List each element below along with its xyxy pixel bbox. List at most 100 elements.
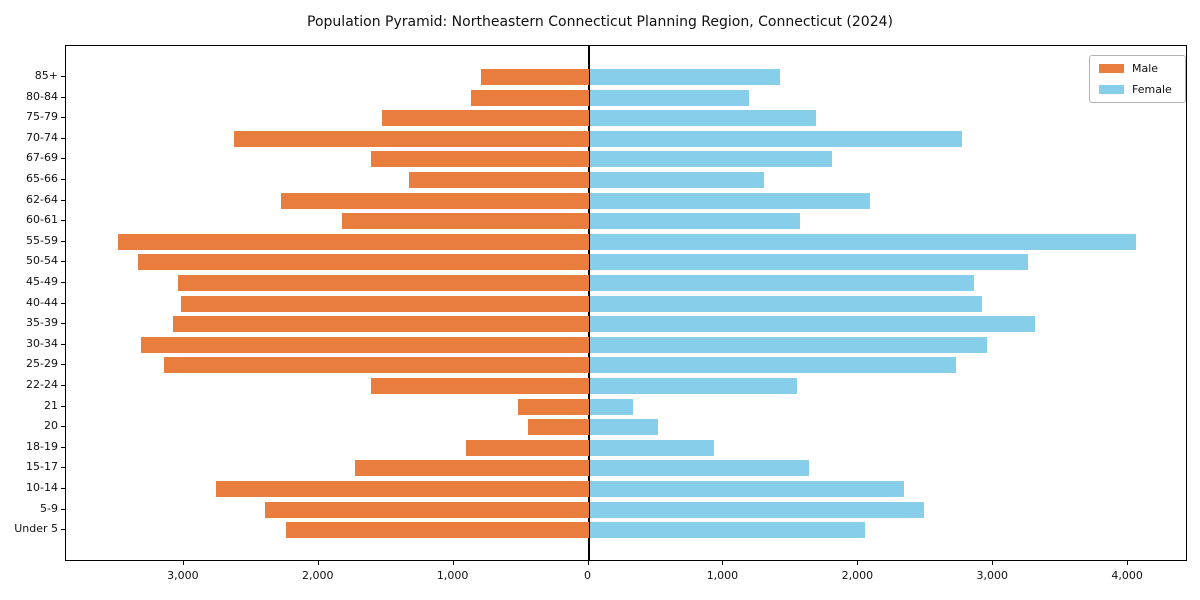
x-tick-mark (857, 561, 859, 565)
x-tick-label: 4,000 (1111, 569, 1143, 582)
y-tick-label: 45-49 (26, 275, 58, 288)
male-color-swatch-icon (1099, 64, 1124, 73)
bar-male (480, 69, 589, 85)
y-tick-label: 5-9 (40, 501, 58, 515)
bar-female (589, 233, 1136, 250)
x-tick-mark (182, 561, 184, 565)
y-tick-mark (61, 240, 65, 242)
bar-male (286, 522, 589, 539)
y-tick-mark (61, 137, 65, 139)
bar-male (371, 378, 589, 394)
x-tick-mark (587, 561, 589, 565)
bar-female (589, 192, 871, 209)
y-tick-mark (61, 96, 65, 98)
y-tick-mark (61, 508, 65, 510)
x-tick-label: 0 (584, 569, 592, 582)
y-tick-mark (61, 117, 65, 119)
bar-male (382, 110, 589, 127)
y-tick-label: 30-34 (26, 336, 58, 350)
legend-label-male: Male (1132, 62, 1159, 75)
y-tick-label: 25-29 (26, 357, 58, 371)
bar-male (181, 295, 589, 312)
legend-entry-male: Male (1099, 63, 1176, 74)
y-tick-mark (61, 158, 65, 160)
bar-female (589, 130, 962, 147)
y-tick-label: 10-14 (26, 481, 58, 494)
x-tick-label: 2,000 (841, 569, 874, 582)
bar-female (589, 439, 714, 456)
y-tick-label: 40-44 (26, 295, 58, 309)
bar-male (527, 419, 589, 436)
bar-female (589, 110, 817, 127)
bar-female (589, 481, 904, 497)
legend-label-female: Female (1132, 83, 1172, 96)
bar-female (589, 398, 633, 415)
bar-male (471, 89, 589, 106)
y-tick-mark (61, 467, 65, 469)
bar-male (355, 460, 589, 477)
y-tick-mark (61, 323, 65, 325)
y-tick-label: 65-66 (26, 172, 58, 185)
y-tick-mark (61, 385, 65, 386)
y-tick-mark (61, 343, 65, 345)
y-tick-label: 67-69 (26, 151, 58, 165)
y-tick-mark (61, 529, 65, 531)
y-tick-label: 22-24 (26, 378, 58, 391)
y-tick-mark (61, 426, 65, 428)
x-tick-mark (1127, 561, 1129, 565)
zero-axis-line (587, 46, 590, 560)
bar-female (589, 316, 1035, 333)
bar-female (589, 89, 749, 106)
y-tick-mark (61, 364, 65, 366)
y-tick-label: Under 5 (14, 522, 58, 536)
bar-female (589, 213, 800, 230)
female-color-swatch-icon (1099, 85, 1124, 94)
y-tick-label: 15-17 (26, 460, 58, 474)
y-tick-label: 50-54 (26, 254, 58, 268)
y-tick-mark (61, 446, 65, 448)
bar-female (589, 295, 983, 312)
bar-female (589, 172, 764, 188)
y-tick-label: 20 (44, 419, 58, 433)
bar-female (589, 69, 780, 85)
y-tick-label: 85+ (34, 69, 58, 82)
bar-female (589, 501, 925, 518)
y-tick-mark (61, 282, 65, 283)
x-tick-mark (992, 561, 994, 565)
y-tick-mark (61, 220, 65, 222)
bar-female (589, 522, 865, 539)
bar-male (409, 172, 589, 188)
bar-female (589, 254, 1028, 271)
bar-female (589, 357, 957, 374)
bar-female (589, 419, 659, 436)
bar-female (589, 460, 810, 477)
y-tick-label: 35-39 (26, 316, 58, 330)
x-tick-mark (452, 561, 454, 565)
x-tick-label: 1,000 (436, 569, 469, 582)
bar-male (117, 233, 589, 250)
y-tick-label: 70-74 (26, 130, 58, 144)
plot-area (65, 45, 1187, 561)
chart-title: Population Pyramid: Northeastern Connect… (307, 14, 893, 30)
bar-male (216, 481, 589, 497)
bar-male (173, 316, 589, 333)
bar-female (589, 151, 833, 168)
x-tick-mark (722, 561, 724, 565)
bar-male (264, 501, 589, 518)
bar-female (589, 378, 798, 394)
x-tick-label: 3,000 (976, 569, 1008, 582)
y-tick-mark (61, 76, 65, 77)
bar-female (589, 275, 974, 291)
bar-male (465, 439, 589, 456)
bar-male (341, 213, 589, 230)
bar-male (138, 254, 589, 271)
x-tick-label: 3,000 (167, 569, 199, 582)
x-tick-label: 2,000 (302, 569, 334, 582)
bar-male (178, 275, 589, 291)
bar-male (140, 336, 589, 353)
y-tick-label: 62-64 (26, 192, 58, 206)
y-tick-label: 80-84 (26, 89, 58, 103)
y-tick-mark (61, 179, 65, 180)
bar-male (281, 192, 589, 209)
bar-male (163, 357, 589, 374)
